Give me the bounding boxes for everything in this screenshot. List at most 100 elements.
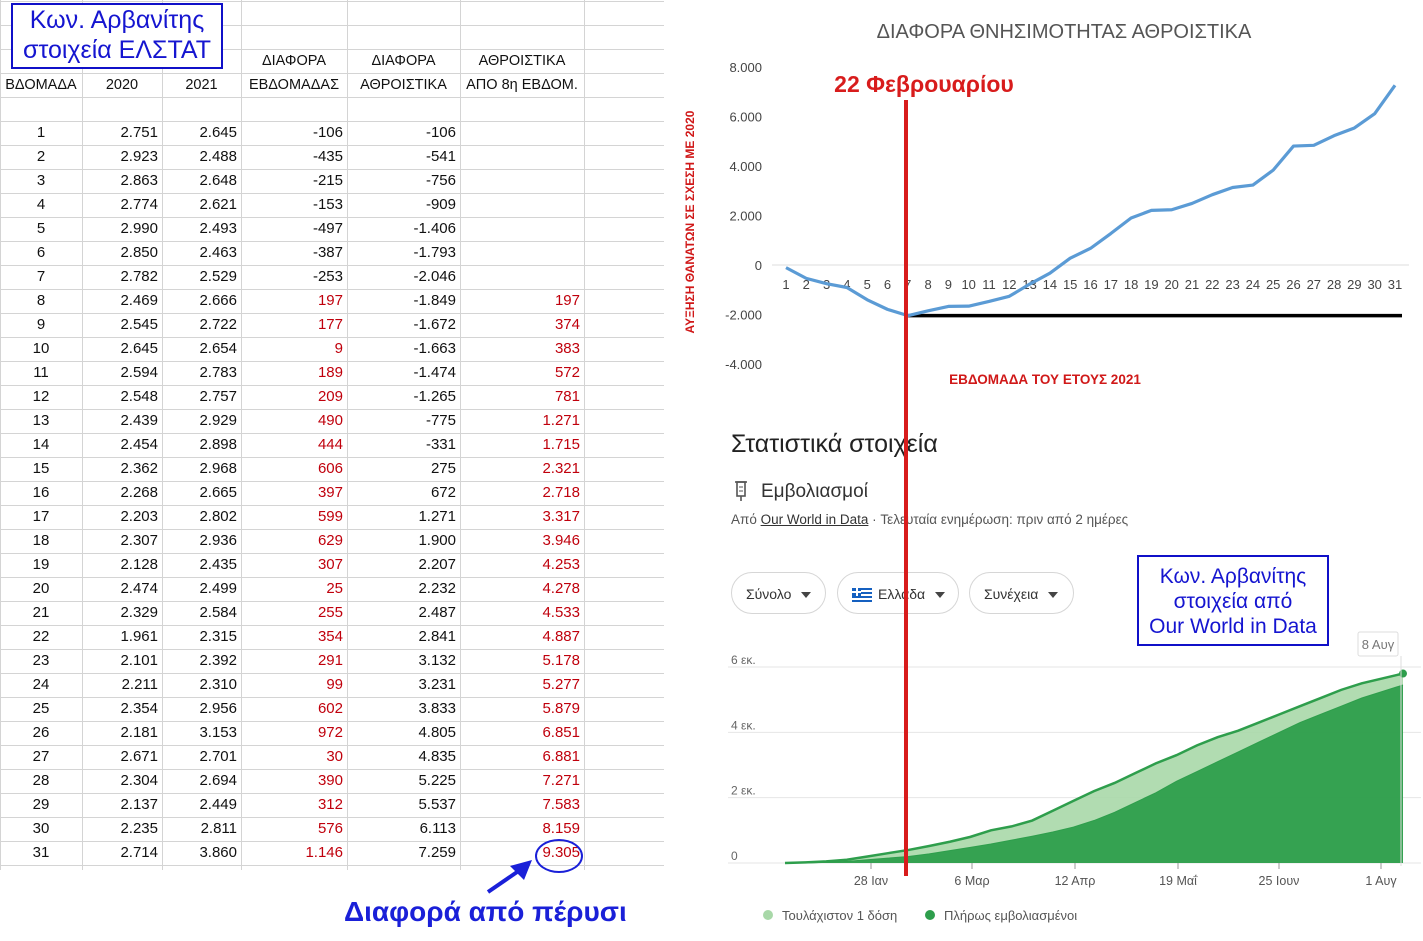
table-cell: 2.802 [199,508,237,525]
table-cell: -331 [425,436,456,453]
table-cell: 2.923 [120,148,158,165]
table-cell: 2.469 [120,292,158,309]
table-cell: 606 [317,460,343,477]
table-cell: 22 [32,628,50,645]
table-cell: 197 [317,292,343,309]
table-cell: 2.545 [120,316,158,333]
table-cell: 2.454 [120,436,158,453]
table-cell: 2.811 [200,820,237,837]
table-cell: 4.533 [542,604,580,621]
table-cell: 2.329 [120,604,158,621]
table-cell: 209 [317,388,343,405]
filter-country-dropdown[interactable]: Ελλάδα [837,572,959,614]
greek-flag-icon [852,588,872,603]
spreadsheet: ΔΙΑΦΟΡΑ ΔΙΑΦΟΡΑ ΑΘΡΟΙΣΤΙΚΑ ΒΔΟΜΑΔΑ 2020 2021 Ε… [0,0,664,941]
table-cell: 390 [317,772,343,789]
table-cell: 6.113 [419,820,456,837]
table-cell: 397 [317,484,343,501]
elstat-box-line1: Κων. Αρβανίτης [29,6,205,34]
table-cell: 18 [32,532,50,549]
table-cell: 383 [554,340,580,357]
table-cell: 6.881 [542,748,580,765]
x-tick-label: 9 [945,277,952,292]
table-cell: 2.757 [199,388,237,405]
legend-label: Τουλάχιστον 1 δόση [782,908,897,923]
x-tick-label: 24 [1246,277,1260,292]
table-cell: 2.648 [199,172,237,189]
legend-label: Πλήρως εμβολιασμένοι [944,908,1077,923]
table-cell: 2.621 [199,196,237,213]
table-cell: 11 [33,364,49,381]
x-tick-label: 1 Αυγ [1365,874,1397,888]
table-cell: 3.833 [418,700,456,717]
table-cell: 2.666 [199,292,237,309]
table-cell: -1.474 [413,364,456,381]
table-cell: 7.583 [542,796,580,813]
x-tick-label: 31 [1388,277,1402,292]
table-cell: 4.253 [542,556,580,573]
table-cell: 2.435 [199,556,237,573]
table-cell: 490 [317,412,343,429]
table-cell: 4 [36,196,46,213]
table-cell: 28 [32,772,50,789]
table-cell: -106 [312,124,343,141]
table-cell: 26 [32,724,50,741]
tooltip-date: 8 Αυγ [1362,637,1395,652]
table-cell: 2.783 [199,364,237,381]
x-tick-label: 26 [1286,277,1300,292]
source-prefix: Από [731,512,757,527]
table-cell: 2.488 [199,148,237,165]
header-top-4: ΔΙΑΦΟΡΑ [371,53,436,69]
table-cell: 1.271 [418,508,456,525]
table-cell: 27 [32,748,50,765]
filter-metric-dropdown[interactable]: Συνέχεια [969,572,1074,614]
table-cell: 19 [32,556,50,573]
table-cell: 2.207 [418,556,456,573]
table-cell: 2.128 [120,556,158,573]
header-col-3: ΕΒΔΟΜΑΔΑΣ [248,77,340,93]
table-cell: 4.278 [542,580,580,597]
header-col-5: ΑΠΟ 8η ΕΒΔΟΜ. [466,77,578,93]
x-tick-label: 2 [803,277,810,292]
table-cell: 4.887 [542,628,580,645]
header-col-1: 2020 [105,77,139,93]
x-tick-label: 20 [1164,277,1178,292]
table-cell: -1.793 [413,244,456,261]
y-tick-label: 8.000 [729,60,762,75]
table-cell: 255 [317,604,343,621]
table-cell: 4.835 [418,748,456,765]
table-cell: 2.499 [199,580,237,597]
table-cell: 2.268 [120,484,158,501]
table-cell: 2.671 [120,748,158,765]
y-tick-label: 0 [731,849,738,863]
chevron-down-icon [935,592,946,599]
x-tick-label: 10 [961,277,975,292]
table-cell: 2.203 [120,508,158,525]
table-cell: 3.946 [542,532,580,549]
table-cell: 6 [36,244,46,261]
source-link[interactable]: Our World in Data [760,512,869,527]
tooltip-box [1357,631,1399,657]
table-cell: 20 [32,580,50,597]
table-cell: 1.715 [542,436,580,453]
header-col-2: 2021 [185,77,218,93]
table-cell: -775 [425,412,456,429]
table-cell: 2.439 [120,412,158,429]
table-cell: 2.968 [199,460,237,477]
owid-box-line1: Κων. Αρβανίτης [1159,565,1307,588]
table-cell: 5.225 [418,772,456,789]
table-cell: 2.714 [120,844,158,861]
table-cell: 2.101 [120,652,158,669]
table-cell: 2.584 [199,604,237,621]
table-cell: 2.463 [199,244,237,261]
series-line [785,84,1397,318]
stats-subtitle: Εμβολιασμοί [761,481,868,502]
y-tick-label: 0 [755,258,762,273]
table-cell: 7 [36,268,46,285]
table-cell: 2.718 [542,484,580,501]
elstat-box-line2: στοιχεία ΕΛΣΤΑΤ [23,36,211,64]
table-cell: 25 [326,580,343,597]
table-cell: 2.898 [199,436,237,453]
table-cell: 5 [36,220,46,237]
filter-total-dropdown[interactable]: Σύνολο [731,572,826,614]
